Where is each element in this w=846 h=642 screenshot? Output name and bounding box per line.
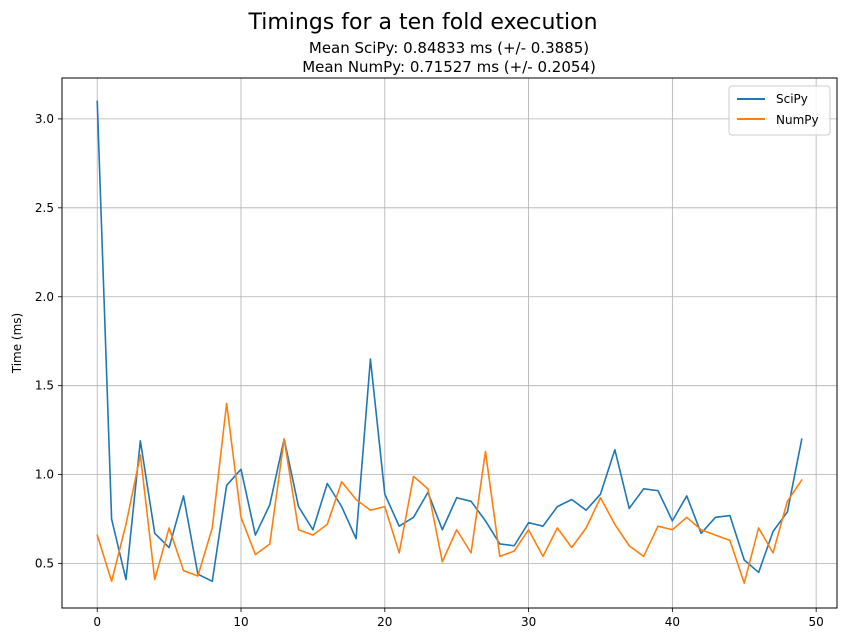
y-tick-label: 2.0 [35,290,54,304]
grid [62,78,837,608]
series-line-numpy [96,402,803,584]
plot-frame [61,77,838,609]
x-tick-label: 40 [665,615,680,629]
y-tick-label: 1.0 [35,468,54,482]
y-tick-label: 0.5 [35,557,54,571]
series-lines [96,100,803,584]
y-axis-label: Time (ms) [10,313,24,375]
series-line-scipy [96,100,803,583]
legend-label-scipy: SciPy [776,92,808,106]
chart-title: Timings for a ten fold execution [247,10,597,35]
x-tick-label: 50 [809,615,824,629]
x-tick-label: 20 [377,615,392,629]
x-tick-label: 30 [521,615,536,629]
y-tick-label: 3.0 [35,112,54,126]
chart-subtitle-numpy: Mean NumPy: 0.71527 ms (+/- 0.2054) [302,58,596,76]
legend: SciPy NumPy [728,85,831,136]
x-tick-label: 10 [233,615,248,629]
legend-label-numpy: NumPy [776,113,819,127]
ticks: 0 10 20 30 40 50 0.5 1.0 1.5 2.0 2.5 3.0 [35,112,824,629]
chart-subtitle-scipy: Mean SciPy: 0.84833 ms (+/- 0.3885) [309,39,589,57]
y-tick-label: 1.5 [35,379,54,393]
y-tick-label: 2.5 [35,201,54,215]
x-tick-label: 0 [93,615,101,629]
